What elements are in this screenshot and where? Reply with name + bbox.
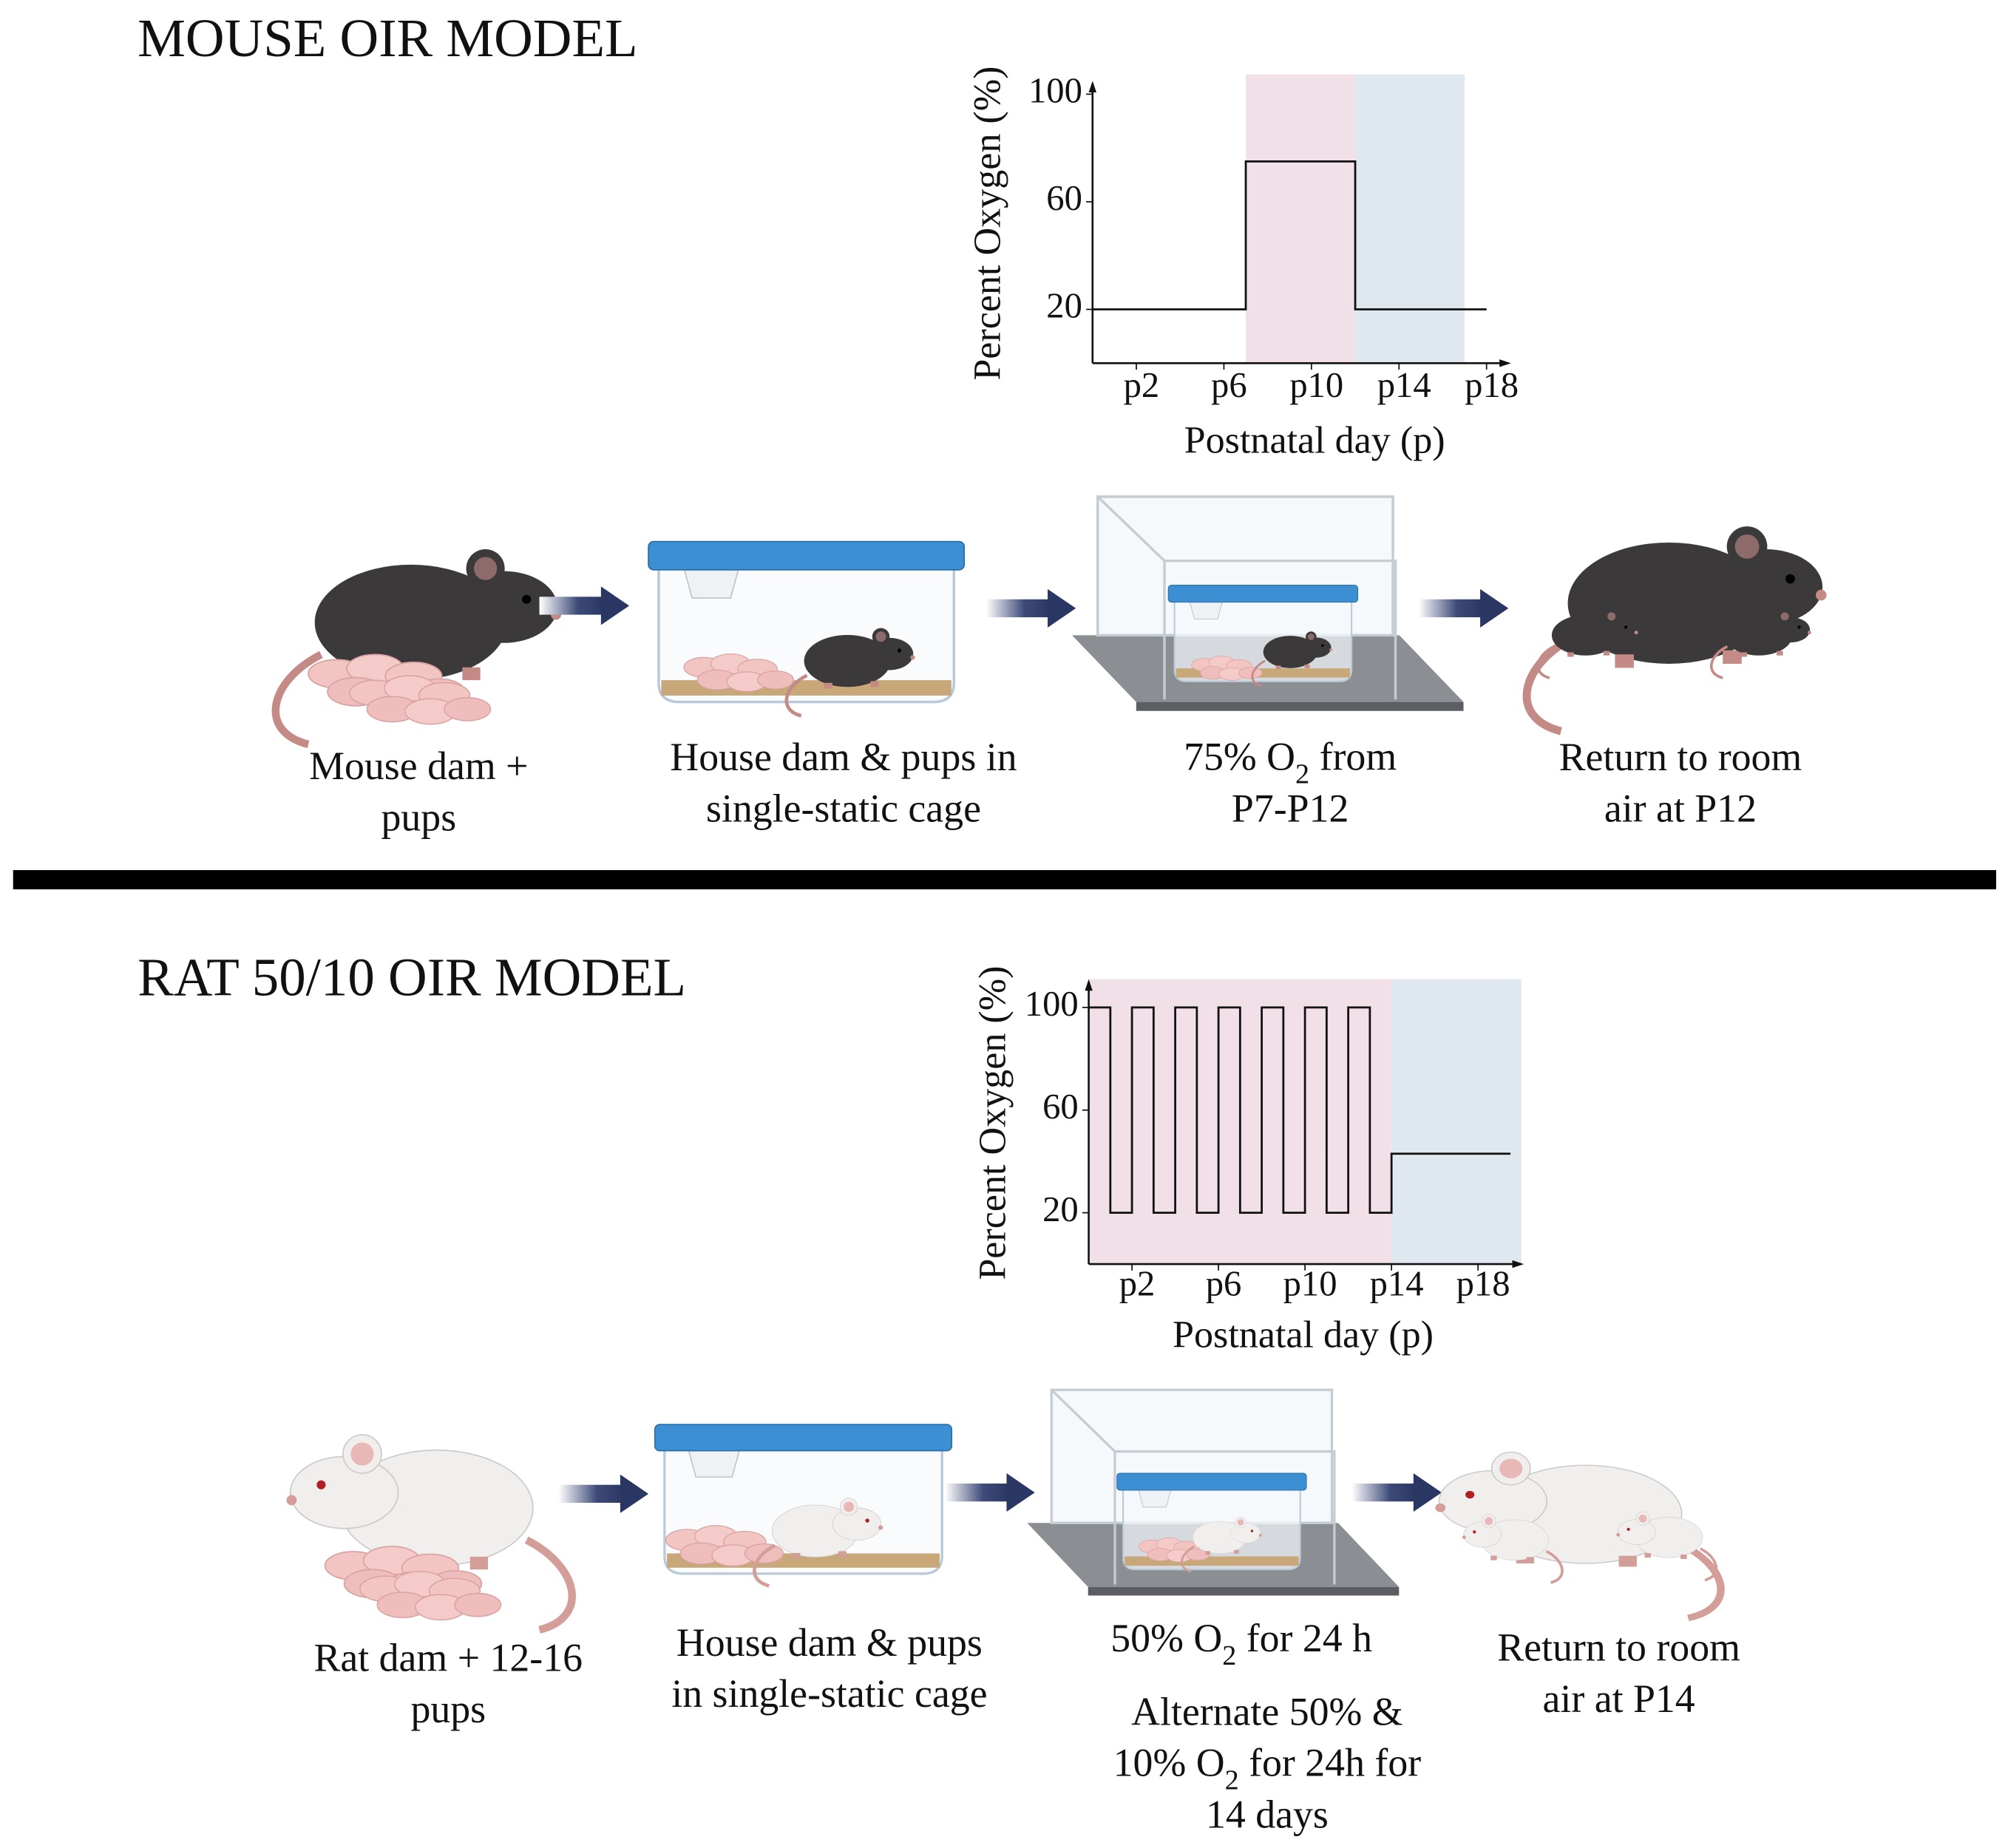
y-tick-label: 20: [1042, 1189, 1079, 1229]
step-caption: 14 days: [1206, 1792, 1329, 1836]
y-tick-label: 20: [1046, 286, 1082, 326]
x-tick-label: p18: [1456, 1263, 1510, 1303]
step-caption: single-static cage: [706, 786, 981, 830]
y-axis-label: Percent Oxygen (%): [967, 67, 1009, 381]
divider: [13, 870, 1997, 890]
step-caption: 75% O2 from: [1184, 735, 1397, 789]
caption-part: 10% O: [1113, 1741, 1225, 1785]
caption-part: 50% O: [1110, 1617, 1222, 1661]
step-caption: Mouse dam +: [309, 744, 528, 788]
x-axis-label: Postnatal day (p): [1173, 1314, 1434, 1356]
caption-part: for 24 h: [1236, 1617, 1372, 1661]
subscript: 2: [1222, 1640, 1236, 1671]
caption-part: from: [1309, 735, 1397, 779]
x-tick-label: p14: [1370, 1263, 1424, 1303]
y-tick-label: 60: [1042, 1087, 1079, 1127]
shaded-period: [1391, 979, 1522, 1265]
step-caption: Return to room: [1559, 735, 1802, 779]
x-tick-label: p10: [1283, 1263, 1337, 1303]
step-caption: air at P12: [1604, 786, 1757, 830]
oxygen-line: [1088, 1006, 1511, 1215]
step-caption: pups: [410, 1687, 486, 1731]
step-caption: Alternate 50% &: [1131, 1690, 1403, 1734]
shaded-period: [1355, 74, 1465, 364]
step-caption: 50% O2 for 24 h: [1110, 1617, 1372, 1671]
step-caption: P7-P12: [1232, 786, 1349, 830]
x-tick-label: p6: [1211, 365, 1247, 405]
step-caption: House dam & pups: [676, 1620, 983, 1665]
x-tick-label: p2: [1119, 1263, 1156, 1303]
y-axis-label: Percent Oxygen (%): [972, 966, 1014, 1280]
x-tick-label: p2: [1124, 365, 1160, 405]
chart: 20 60 100 p2 p6 p10 p14 p18 Percent Oxygen (%) Po…: [972, 966, 1524, 1356]
step-caption: House dam & pups in: [670, 735, 1017, 779]
x-tick-label: p14: [1377, 365, 1431, 405]
charts: 20 60 100 p2 p6 p10 p14 p18 Percent Oxygen (%) Po…: [967, 67, 1524, 1356]
texts: MOUSE OIR MODEL Mouse dam + pups House dam …: [138, 8, 1802, 1837]
x-axis-label: Postnatal day (p): [1184, 420, 1445, 462]
axis-arrow: [1512, 1260, 1524, 1268]
step-caption: 10% O2 for 24h for: [1113, 1741, 1422, 1796]
step-caption: Rat dam + 12-16: [313, 1636, 583, 1680]
panel-title: RAT 50/10 OIR MODEL: [138, 948, 686, 1008]
oxygen-line: [1092, 160, 1487, 310]
caption-part: for 24h for: [1239, 1741, 1422, 1785]
y-tick-label: 100: [1025, 984, 1079, 1024]
shaded-period: [1246, 74, 1356, 364]
x-tick-label: p18: [1465, 365, 1519, 405]
step-caption: pups: [381, 795, 457, 839]
x-tick-label: p6: [1206, 1263, 1242, 1303]
x-tick-label: p10: [1289, 365, 1343, 405]
subscript: 2: [1225, 1764, 1239, 1796]
axis-arrow: [1499, 359, 1511, 367]
y-tick-label: 60: [1046, 178, 1082, 218]
step-caption: in single-static cage: [671, 1671, 987, 1716]
y-tick-label: 100: [1028, 71, 1082, 111]
step-caption: air at P14: [1543, 1677, 1695, 1721]
axis-arrow: [1088, 81, 1096, 92]
chart: 20 60 100 p2 p6 p10 p14 p18 Percent Oxygen (%) Po…: [967, 67, 1519, 462]
subscript: 2: [1295, 758, 1309, 789]
panel-title: MOUSE OIR MODEL: [138, 8, 637, 68]
step-caption: Return to room: [1497, 1626, 1740, 1670]
axis-arrow: [1085, 979, 1093, 991]
caption-part: 75% O: [1184, 735, 1295, 779]
